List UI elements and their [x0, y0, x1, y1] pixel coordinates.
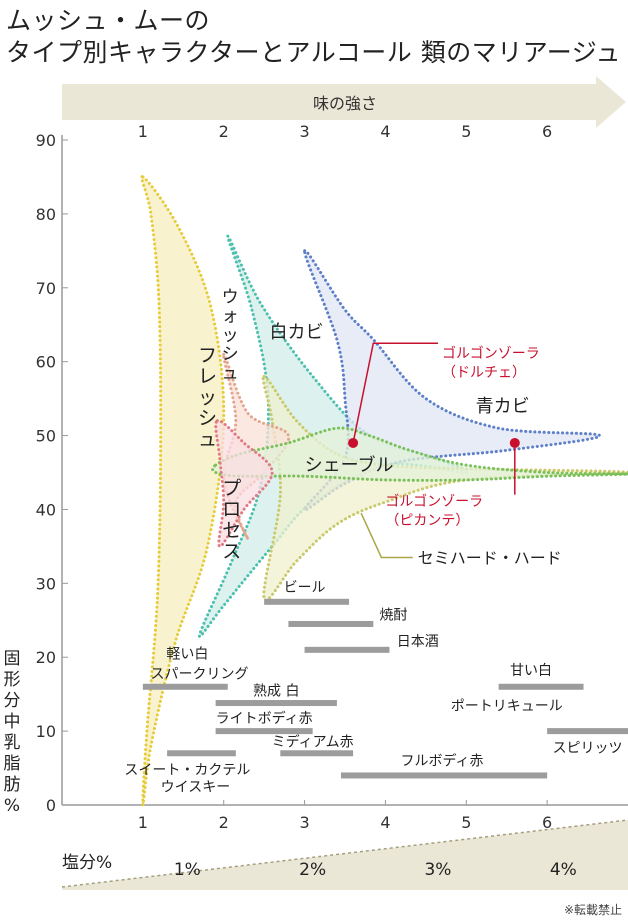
- alcohol-label-11: ウイスキー: [161, 780, 231, 796]
- x-tick-label-bottom-1: 1: [138, 813, 148, 832]
- x-tick-label-top-5: 5: [461, 122, 471, 141]
- y-axis-title-char: 形: [4, 670, 21, 690]
- x-tick-label-bottom-2: 2: [219, 813, 229, 832]
- x-tick-label-bottom-4: 4: [380, 813, 390, 832]
- y-tick-label-50: 50: [36, 427, 56, 446]
- cheese-label-chevre: シェーブル: [305, 454, 394, 476]
- cheese-label-process: ス: [222, 541, 241, 563]
- alcohol-label-9: ミディアム赤: [272, 733, 354, 750]
- y-axis-title-char: %: [4, 796, 20, 816]
- cheese-label-process: ロ: [222, 499, 241, 521]
- cheese-label-fresh: レ: [198, 366, 217, 388]
- cheese-label-fresh: シ: [198, 408, 217, 430]
- cheese-area-fresh: [140, 175, 226, 807]
- x-tick-label-top-6: 6: [542, 122, 552, 141]
- cheese-label-fresh: フ: [198, 345, 217, 367]
- alcohol-bar-1: [288, 620, 374, 627]
- y-tick-label-0: 0: [46, 796, 56, 815]
- y-axis-title-char: 中: [4, 712, 21, 732]
- y-tick-label-90: 90: [36, 131, 56, 150]
- y-axis-title-char: 固: [4, 649, 21, 669]
- y-tick-label-10: 10: [36, 722, 56, 741]
- gorgonzola-piccante-marker: [509, 437, 520, 448]
- x-tick-label-bottom-6: 6: [542, 813, 552, 832]
- cheese-label-fresh: ッ: [198, 387, 217, 409]
- cheese-label-washed: ュ: [222, 364, 239, 384]
- alcohol-bar-2: [304, 646, 390, 653]
- alcohol-label-7: 熟成 白: [253, 683, 299, 699]
- alcohol-label-10: スイート・カクテル: [124, 763, 250, 779]
- salt-tick-label-4: 4%: [550, 860, 577, 880]
- alcohol-bar-3: [498, 683, 584, 690]
- cheese-label-fresh: ュ: [198, 429, 217, 451]
- alcohol-label-5: 軽い白: [166, 647, 208, 663]
- alcohol-bar-0: [264, 598, 350, 605]
- y-tick-label-80: 80: [36, 205, 56, 224]
- cheese-area-chevre: [211, 426, 628, 482]
- y-tick-label-40: 40: [36, 500, 56, 519]
- chart-title-line1: ムッシュ・ムーの: [6, 6, 211, 35]
- alcohol-label-8: ライトボディ赤: [216, 710, 313, 727]
- y-axis-title-char: 乳: [4, 733, 21, 753]
- cheese-label-washed: ッ: [222, 326, 239, 346]
- cheese-label-blue: 青カビ: [476, 396, 530, 417]
- y-tick-label-70: 70: [36, 279, 56, 298]
- cheese-label-washed: ォ: [222, 307, 239, 327]
- y-axis-title-char: 分: [4, 691, 21, 711]
- y-tick-label-20: 20: [36, 648, 56, 667]
- taste-strength-arrow: [62, 76, 626, 128]
- cheese-label-process: セ: [222, 520, 241, 542]
- alcohol-bar-8: [215, 728, 313, 735]
- alcohol-label-1: 焼酎: [380, 607, 408, 623]
- cheese-area-process: [214, 419, 274, 548]
- x-tick-label-bottom-5: 5: [461, 813, 471, 832]
- salt-wedge-edge: [61, 819, 628, 888]
- x-axis-title: 味の強さ: [313, 94, 377, 113]
- salt-tick-label-2: 2%: [299, 860, 326, 880]
- gorgonzola-dolce-sublabel: （ドルチェ）: [442, 365, 526, 381]
- alcohol-label-4: ポートリキュール: [451, 698, 563, 714]
- salt-tick-label-1: 1%: [174, 860, 201, 880]
- gorgonzola-dolce-leader: [352, 342, 439, 444]
- gorgonzola-dolce-label: ゴルゴンゾーラ: [442, 345, 540, 362]
- alcohol-label-2: 日本酒: [397, 634, 439, 650]
- gorgonzola-piccante-label: ゴルゴンゾーラ: [385, 493, 483, 510]
- x-tick-label-top-4: 4: [380, 122, 390, 141]
- x-tick-label-top-1: 1: [138, 122, 148, 141]
- alcohol-label-0: ビール: [284, 580, 326, 596]
- chart-title-line2: タイプ別キャラクターとアルコール 類のマリアージュ: [6, 38, 621, 67]
- semihard-leader-line: [360, 512, 413, 559]
- x-tick-label-bottom-3: 3: [299, 813, 309, 832]
- alcohol-bar-5: [142, 683, 228, 690]
- reprint-prohibited-note: ※転載禁止: [563, 903, 622, 917]
- gorgonzola-dolce-marker: [348, 437, 359, 448]
- salt-axis-title: 塩分%: [62, 853, 112, 873]
- alcohol-bar-13: [547, 728, 628, 735]
- y-tick-label-30: 30: [36, 574, 56, 593]
- y-axis-title-char: 肪: [4, 775, 21, 795]
- y-tick-label-60: 60: [36, 353, 56, 372]
- alcohol-label-6: スパークリング: [150, 666, 248, 682]
- y-axis-title-char: 脂: [4, 754, 21, 774]
- alcohol-bar-9: [280, 750, 354, 757]
- salt-tick-label-3: 3%: [424, 860, 451, 880]
- cheese-label-white-mold: 白カビ: [269, 322, 323, 343]
- cheese-label-washed: ウ: [222, 288, 239, 308]
- cheese-label-process: プ: [222, 478, 241, 500]
- alcohol-label-12: フルボディ赤: [401, 753, 484, 770]
- gorgonzola-piccante-sublabel: （ピカンテ）: [385, 513, 469, 529]
- x-tick-label-top-2: 2: [219, 122, 229, 141]
- alcohol-label-3: 甘い白: [510, 663, 552, 679]
- alcohol-bar-10: [167, 750, 236, 757]
- cheese-label-washed: シ: [222, 345, 239, 365]
- cheese-label-semihard-hard: セミハード・ハード: [418, 548, 562, 567]
- alcohol-bar-7: [215, 700, 337, 707]
- alcohol-bar-12: [340, 772, 548, 779]
- x-tick-label-top-3: 3: [299, 122, 309, 141]
- alcohol-label-13: スピリッツ: [553, 740, 623, 756]
